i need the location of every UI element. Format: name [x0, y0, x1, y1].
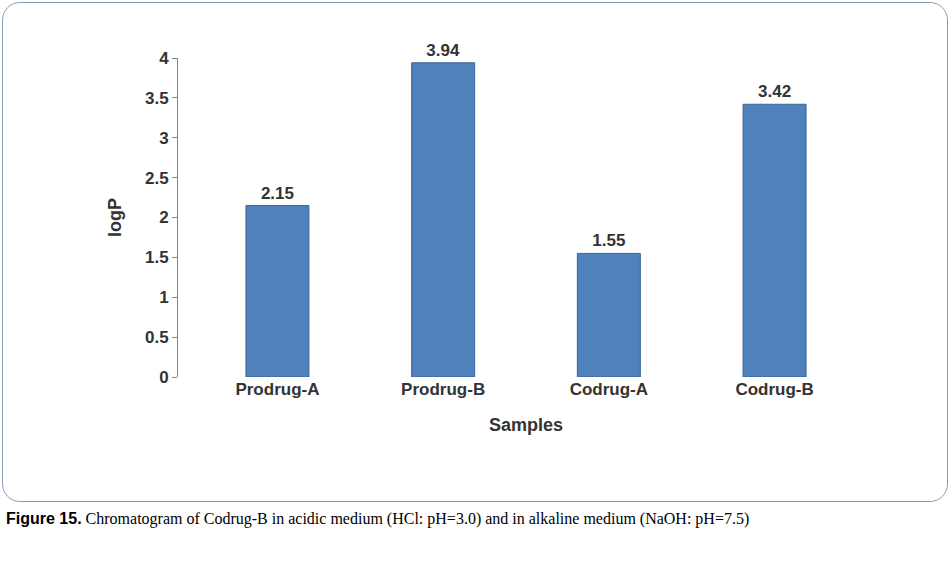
- svg-text:Codrug-B: Codrug-B: [735, 380, 813, 399]
- svg-text:3: 3: [159, 129, 168, 148]
- html-text:Figure 15. Chromatogram of Cod: Figure 15. Chromatogram of Codrug-B in a…: [6, 510, 750, 527]
- svg-text:1: 1: [159, 288, 168, 307]
- svg-text:3.42: 3.42: [758, 82, 791, 101]
- svg-text:Prodrug-A: Prodrug-A: [235, 380, 319, 399]
- svg-text:0.5: 0.5: [145, 328, 169, 347]
- svg-text:2.15: 2.15: [261, 184, 294, 203]
- svg-text:Prodrug-B: Prodrug-B: [401, 380, 485, 399]
- svg-text:logP: logP: [105, 198, 125, 237]
- svg-text:4: 4: [159, 49, 169, 68]
- svg-text:3.5: 3.5: [145, 89, 169, 108]
- svg-text:1.55: 1.55: [592, 231, 625, 250]
- svg-text:3.94: 3.94: [426, 41, 460, 60]
- svg-text:2.5: 2.5: [145, 169, 169, 188]
- svg-text:Samples: Samples: [489, 415, 563, 435]
- svg-text:Codrug-A: Codrug-A: [570, 380, 648, 399]
- svg-text:0: 0: [159, 368, 168, 387]
- svg-text:2: 2: [159, 208, 168, 227]
- svg-text:1.5: 1.5: [145, 248, 169, 267]
